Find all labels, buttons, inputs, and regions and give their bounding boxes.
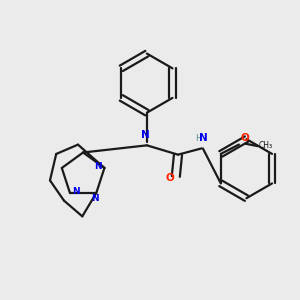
Text: CH₃: CH₃ [259, 141, 273, 150]
Text: N: N [94, 162, 101, 171]
Text: N: N [200, 134, 208, 143]
Text: N: N [141, 130, 150, 140]
Text: H: H [195, 134, 202, 143]
Text: O: O [166, 173, 175, 183]
Text: N: N [72, 187, 80, 196]
Text: O: O [240, 133, 249, 143]
Text: N: N [91, 194, 98, 203]
